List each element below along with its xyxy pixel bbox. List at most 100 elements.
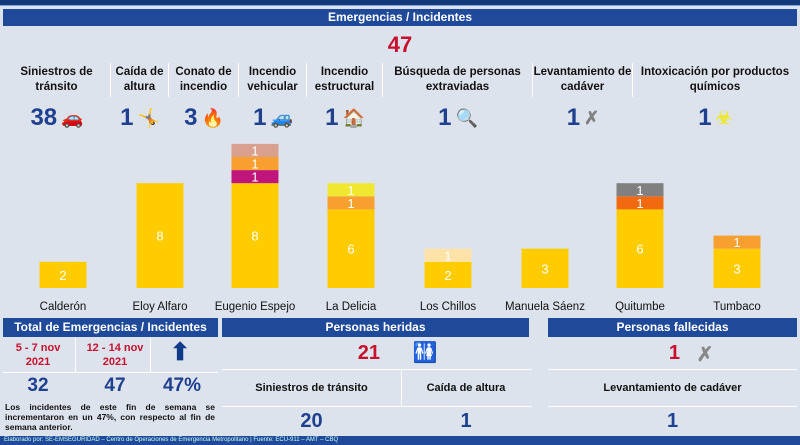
bar-data-label: 3 <box>733 261 740 276</box>
category-value: 1 <box>253 104 267 131</box>
bar-data-label: 2 <box>444 268 451 283</box>
chemical-icon: ☣ <box>715 107 732 128</box>
category-value-cell: 1 🤸 <box>111 100 169 136</box>
bar-data-label: 2 <box>59 268 66 283</box>
category-label: Incendio estructural <box>307 63 383 97</box>
category-label: Conato de incendio <box>169 63 239 97</box>
top-bar <box>0 0 800 6</box>
bar-segment <box>231 157 279 171</box>
curr-value: 47 <box>104 375 126 396</box>
body-icon: ✗ <box>584 107 600 128</box>
category-value-cell: 1 🚙 <box>239 100 307 136</box>
category-label: Siniestros de tránsito <box>3 63 111 97</box>
divider <box>75 338 76 372</box>
x-tick-label: Eugenio Espejo <box>215 301 296 313</box>
bar-segment <box>136 183 184 288</box>
bar-segment <box>424 248 472 262</box>
bar-segment <box>327 209 375 288</box>
deceased-col-value: 1 <box>666 410 679 432</box>
bar-data-label: 1 <box>347 196 354 211</box>
bar-data-label: 1 <box>251 170 258 185</box>
bar-segment <box>616 209 664 288</box>
category-value: 1 <box>438 104 452 131</box>
category-label: Búsqueda de personas extraviadas <box>383 63 533 97</box>
x-tick-label: Manuela Sáenz <box>505 301 585 313</box>
fire-icon: 🔥 <box>201 107 224 128</box>
search-person-icon: 🔍 <box>455 107 478 128</box>
category-label: Incendio vehicular <box>239 63 307 97</box>
bar-data-label: 6 <box>636 242 643 257</box>
category-value-cell: 1 ✗ <box>533 100 633 136</box>
bar-segment <box>616 183 664 197</box>
category-value: 1 <box>698 104 712 131</box>
deceased-col-label: Levantamiento de cadáver <box>603 382 742 394</box>
bar-segment <box>713 235 761 249</box>
car-crash-icon: 🚗 <box>61 107 84 128</box>
category-value-cell: 1 🔍 <box>383 100 533 136</box>
fall-icon: 🤸 <box>137 107 160 128</box>
x-tick-label: Quitumbe <box>615 301 665 313</box>
x-tick-label: Calderón <box>40 301 87 313</box>
house-fire-icon: 🏠 <box>342 107 365 128</box>
bar-data-label: 1 <box>347 183 354 198</box>
divider <box>548 406 797 407</box>
x-tick-label: Tumbaco <box>713 301 761 313</box>
bar-segment <box>39 261 87 288</box>
category-label: Caída de altura <box>111 63 169 97</box>
injured-total: 21 <box>357 342 380 364</box>
prev-period: 5 - 7 nov 2021 <box>15 342 61 368</box>
injured-col-value: 1 <box>460 410 472 432</box>
x-tick-label: Los Chillos <box>420 301 476 313</box>
footer-source: Elaborado por: SE-EMSEGURIDAD – Centro d… <box>0 436 800 445</box>
bar-data-label: 1 <box>636 196 643 211</box>
car-fire-icon: 🚙 <box>270 107 293 128</box>
divider <box>3 372 218 373</box>
category-value: 1 <box>120 104 134 131</box>
bar-segment <box>231 170 279 184</box>
bar-data-label: 6 <box>347 242 354 257</box>
injured-col-label: Siniestros de tránsito <box>255 382 368 394</box>
injured-col-label: Caída de altura <box>426 382 506 394</box>
bar-segment <box>327 183 375 197</box>
divider <box>401 369 402 406</box>
category-value: 38 <box>30 104 58 131</box>
section-header: Emergencias / Incidentes <box>3 9 797 26</box>
bar-data-label: 1 <box>251 157 258 172</box>
bar-data-label: 3 <box>541 261 548 276</box>
divider <box>150 338 151 372</box>
total-count: 47 <box>387 32 413 57</box>
bar-data-label: 1 <box>444 248 451 263</box>
bar-data-label: 1 <box>733 235 740 250</box>
category-value: 3 <box>184 104 198 131</box>
category-label: Levantamiento de cadáver <box>533 63 633 97</box>
category-value: 1 <box>566 104 581 131</box>
deceased-header: Personas fallecidas <box>548 318 797 337</box>
bar-segment <box>231 143 279 157</box>
body-icon: ✗ <box>696 344 714 366</box>
bar-segment <box>616 196 664 210</box>
divider <box>222 369 532 370</box>
prev-value: 32 <box>27 375 49 396</box>
deceased-total: 1 <box>668 342 680 364</box>
divider <box>222 406 532 407</box>
category-headers: Siniestros de tránsito Caída de altura Con… <box>3 63 797 97</box>
category-values: 38 🚗 1 🤸 3 🔥 1 🚙 1 🏠 1 🔍 1 ✗ 1 ☣ <box>3 100 797 136</box>
bar-segment <box>327 196 375 210</box>
bar-data-label: 1 <box>251 143 258 158</box>
category-value-cell: 38 🚗 <box>3 100 111 136</box>
category-value-cell: 3 🔥 <box>169 100 239 136</box>
totals-note: Los incidentes de este fin de semana se … <box>5 402 215 432</box>
injured-header: Personas heridas <box>222 318 529 337</box>
category-value: 1 <box>325 104 339 131</box>
bar-segment <box>521 248 569 288</box>
injured-col-value: 20 <box>300 410 323 432</box>
bar-data-label: 8 <box>251 229 258 244</box>
injured-person-icon: 🚻 <box>412 342 438 364</box>
arrow-up-icon: ⬆ <box>169 339 191 366</box>
change-percent: 47% <box>162 375 202 396</box>
bar-segment <box>424 261 472 288</box>
category-value-cell: 1 ☣ <box>633 100 797 136</box>
category-label: Intoxicación por productos químicos <box>640 66 790 93</box>
totals-header: Total de Emergencias / Incidentes <box>3 318 218 337</box>
